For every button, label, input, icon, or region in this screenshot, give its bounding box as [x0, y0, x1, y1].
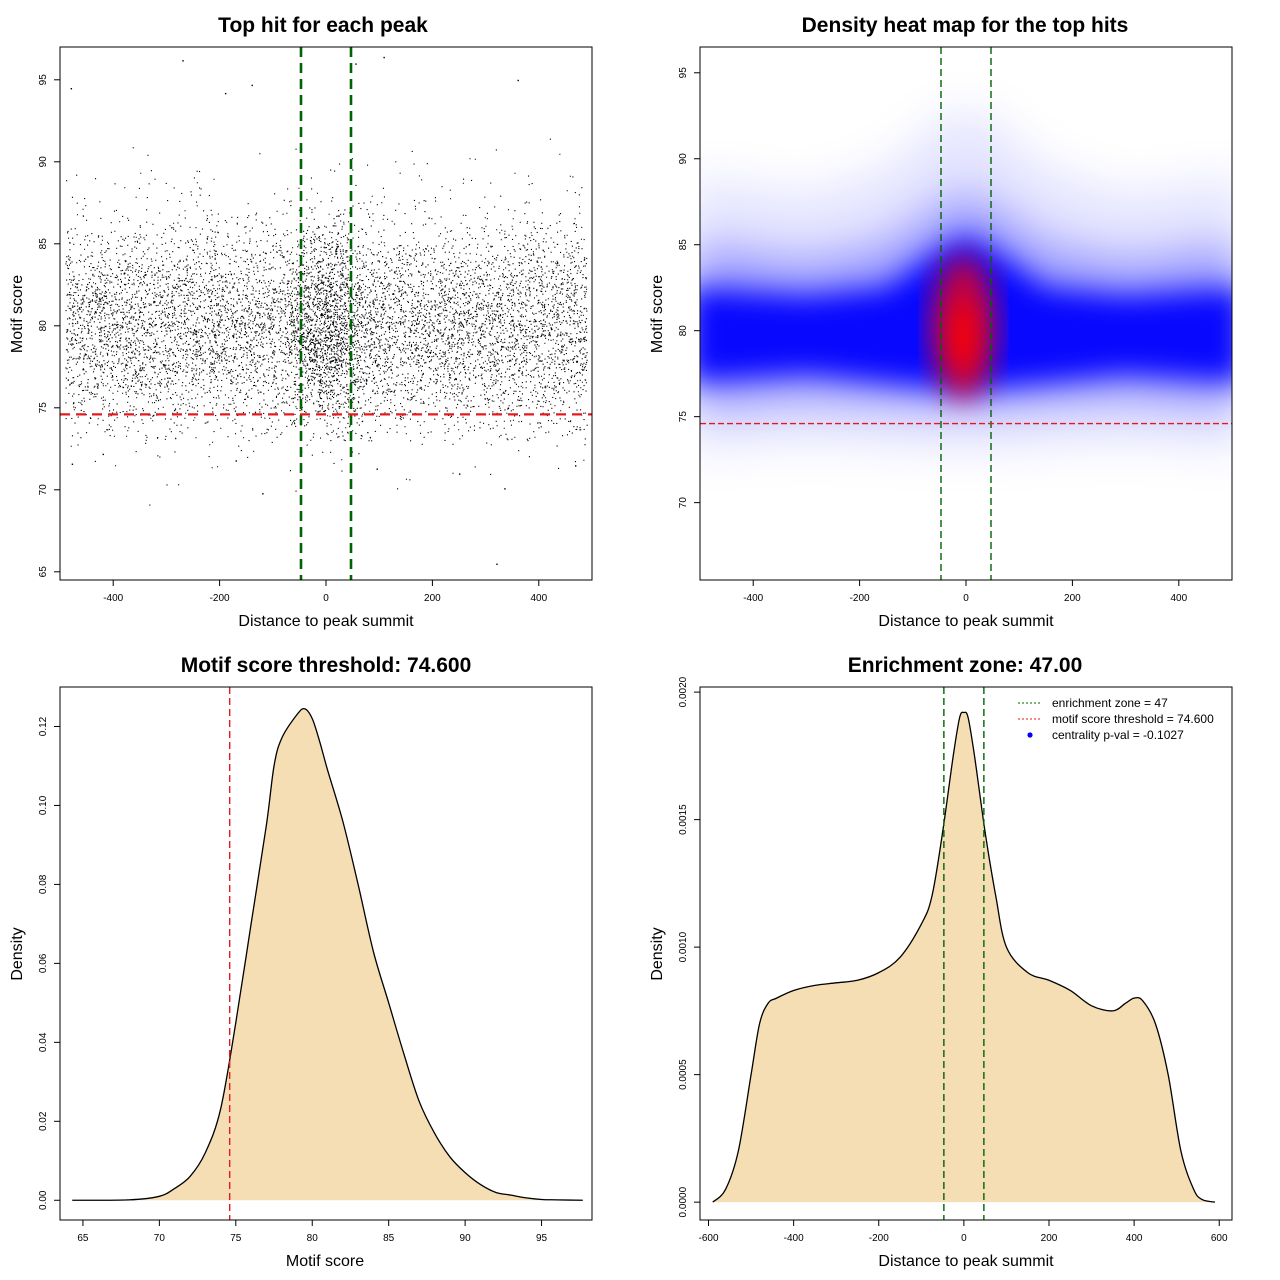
scatter-point	[355, 63, 357, 65]
scatter-point	[224, 92, 227, 95]
legend-label-threshold: motif score threshold = 74.600	[1052, 712, 1214, 726]
x-tick-label: -400	[743, 593, 763, 604]
x-tick-label: 95	[536, 1233, 548, 1244]
scatter-points	[65, 56, 588, 565]
y-tick-label: 65	[38, 566, 49, 578]
density-fill	[72, 708, 583, 1201]
y-tick-label: 0.0005	[678, 1059, 689, 1090]
y-tick-label: 0.10	[38, 795, 49, 815]
y-tick-label: 0.0000	[678, 1186, 689, 1217]
x-tick-label: -400	[103, 593, 123, 604]
scatter-point	[517, 79, 519, 82]
y-tick-label: 0.0015	[678, 804, 689, 835]
y-tick-label: 75	[38, 402, 49, 414]
x-tick-label: 90	[460, 1233, 472, 1244]
heatmap-y-label: Motif score	[649, 275, 666, 353]
scatter-point-cloud	[65, 138, 588, 506]
x-tick-label: 200	[424, 593, 441, 604]
y-tick-label: 80	[678, 325, 689, 337]
y-tick-label: 75	[678, 411, 689, 423]
scatter-point	[251, 84, 253, 87]
distance-density-x-label: Distance to peak summit	[878, 1253, 1054, 1270]
scatter-y-label: Motif score	[9, 275, 26, 353]
x-tick-label: 200	[1064, 593, 1081, 604]
y-tick-label: 0.04	[38, 1032, 49, 1052]
y-tick-label: 0.12	[38, 716, 49, 736]
x-tick-label: 0	[961, 1233, 967, 1244]
scatter-point	[70, 88, 73, 90]
x-tick-label: 200	[1041, 1233, 1058, 1244]
x-tick-label: 65	[77, 1233, 89, 1244]
y-tick-label: 0.02	[38, 1111, 49, 1131]
x-tick-label: 0	[963, 593, 969, 604]
y-tick-label: 95	[38, 74, 49, 86]
y-tick-label: 85	[38, 238, 49, 250]
scatter-point	[459, 473, 461, 475]
y-tick-label: 85	[678, 239, 689, 251]
x-tick-label: 400	[1170, 593, 1187, 604]
y-tick-label: 70	[38, 484, 49, 496]
x-tick-label: -400	[784, 1233, 804, 1244]
x-tick-label: 70	[154, 1233, 166, 1244]
scatter-point	[376, 468, 378, 470]
x-tick-label: -600	[699, 1233, 719, 1244]
distance-density-title: Enrichment zone: 47.00	[848, 654, 1083, 677]
legend-label-enrichment-zone: enrichment zone = 47	[1052, 696, 1168, 710]
score-density-y-label: Density	[9, 927, 26, 980]
scatter-point	[262, 493, 264, 495]
y-tick-label: 0.0020	[678, 676, 689, 707]
y-tick-label: 90	[38, 156, 49, 168]
legend-label-centrality: centrality p-val = -0.1027	[1052, 728, 1184, 742]
legend-key-centrality	[1027, 732, 1033, 738]
x-tick-label: -200	[210, 593, 230, 604]
scatter-point	[71, 463, 74, 465]
density-fill	[712, 712, 1215, 1203]
heatmap-density	[700, 107, 1232, 452]
density-curve	[72, 707, 583, 1201]
scatter-point	[235, 460, 237, 462]
density-curve	[712, 711, 1216, 1203]
scatter-title: Top hit for each peak	[218, 14, 428, 37]
scatter-point	[383, 56, 385, 59]
panel-score-density: Motif score threshold: 74.600 65 70 75 80 85…	[9, 654, 593, 1270]
scatter-point	[504, 488, 506, 490]
panel-scatter: Top hit for each peak -400 -200 0 200 400 65…	[9, 14, 593, 630]
legend: enrichment zone = 47 motif score thresho…	[1018, 696, 1214, 742]
distance-density-y-label: Density	[649, 927, 666, 980]
y-tick-label: 0.00	[38, 1190, 49, 1210]
score-density-title: Motif score threshold: 74.600	[181, 654, 472, 677]
x-tick-label: 75	[230, 1233, 242, 1244]
x-tick-label: 80	[307, 1233, 319, 1244]
x-tick-label: 400	[530, 593, 547, 604]
x-tick-label: 400	[1126, 1233, 1143, 1244]
y-tick-label: 80	[38, 320, 49, 332]
y-tick-label: 90	[678, 153, 689, 165]
scatter-point	[182, 60, 184, 62]
heatmap-x-label: Distance to peak summit	[878, 613, 1054, 630]
y-tick-label: 0.08	[38, 874, 49, 894]
x-tick-label: -200	[869, 1233, 889, 1244]
y-tick-label: 95	[678, 67, 689, 79]
scatter-x-label: Distance to peak summit	[238, 613, 414, 630]
scatter-point	[102, 453, 104, 456]
score-density-x-label: Motif score	[286, 1253, 364, 1270]
x-tick-label: 0	[323, 593, 329, 604]
x-tick-label: -200	[850, 593, 870, 604]
x-tick-label: 85	[383, 1233, 395, 1244]
y-tick-label: 70	[678, 497, 689, 509]
panel-distance-density: Enrichment zone: 47.00 -600 -400 -200 0 200 4…	[649, 654, 1233, 1270]
panel-heatmap: Density heat map for the top hits -400 -2…	[649, 14, 1233, 630]
scatter-point	[574, 465, 577, 467]
y-tick-label: 0.0010	[678, 931, 689, 962]
x-tick-label: 600	[1211, 1233, 1228, 1244]
heatmap-title: Density heat map for the top hits	[802, 14, 1129, 37]
y-tick-label: 0.06	[38, 953, 49, 973]
scatter-point	[496, 563, 498, 565]
